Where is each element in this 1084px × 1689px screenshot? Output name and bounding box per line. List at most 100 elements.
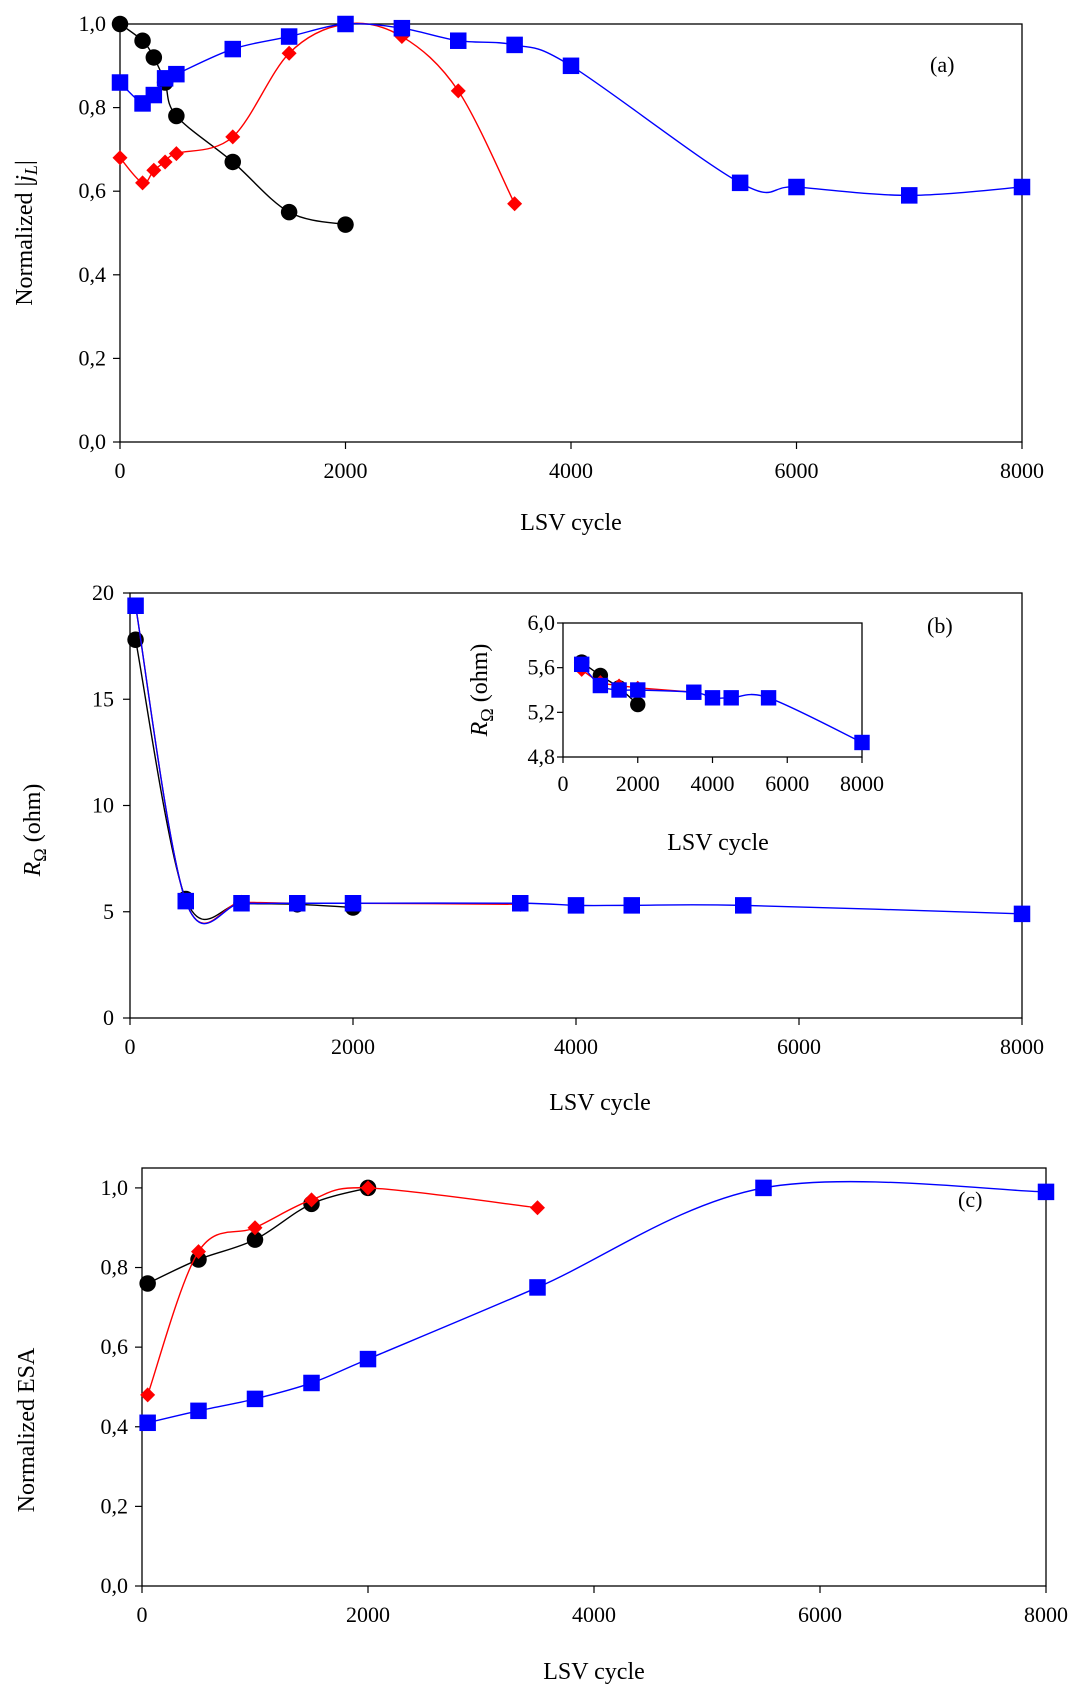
square-marker xyxy=(1013,178,1031,196)
x-axis-title: LSV cycle xyxy=(520,510,622,536)
x-tick-label: 2000 xyxy=(616,771,660,796)
inset-b: 0 2000 4000 6000 8000 4,8 5,2 5,6 6,0 LSV cycle RΩ… xyxy=(467,610,884,856)
circle-marker xyxy=(630,696,646,713)
y-axis-title-rest: (ohm) xyxy=(20,784,46,849)
circle-marker xyxy=(337,216,354,233)
square-marker xyxy=(573,656,590,673)
x-tick-label: 4000 xyxy=(572,1602,616,1627)
x-tick-label: 2000 xyxy=(331,1034,375,1059)
y-tick-label: 5,6 xyxy=(528,655,556,680)
diamond-marker xyxy=(304,1192,319,1208)
diamond-marker xyxy=(191,1244,206,1260)
y-tick-label: 0,8 xyxy=(101,1255,129,1280)
y-tick-label: 6,0 xyxy=(528,610,556,635)
diamond-marker xyxy=(281,45,297,61)
y-tick-label: 0,8 xyxy=(79,95,107,120)
panel-label: (a) xyxy=(930,52,954,77)
y-tick-label: 15 xyxy=(92,686,114,711)
square-marker xyxy=(337,15,354,33)
x-tick-label: 8000 xyxy=(1000,1034,1044,1059)
x-tick-label: 0 xyxy=(115,458,126,483)
square-marker xyxy=(731,174,749,192)
y-axis-title-part: | xyxy=(12,160,38,165)
x-tick-label: 4000 xyxy=(549,458,593,483)
square-marker xyxy=(512,895,529,912)
diamond-marker xyxy=(157,154,173,170)
square-marker xyxy=(567,897,585,914)
y-axis-title-subscript: Ω xyxy=(30,848,50,861)
panel-a: 0 2000 4000 6000 8000 0,0 0,2 0,4 0,6 0,8 1,0 (a) LS… xyxy=(12,11,1044,536)
square-marker xyxy=(611,682,627,698)
y-tick-label: 0,4 xyxy=(101,1414,129,1439)
square-marker xyxy=(139,1414,156,1432)
square-marker xyxy=(280,28,298,45)
square-marker xyxy=(735,897,752,914)
y-tick-label: 0,0 xyxy=(79,429,107,454)
y-axis-title-part: Normalized | xyxy=(12,182,38,306)
x-tick-label: 0 xyxy=(558,771,569,796)
panel-label: (c) xyxy=(958,1187,982,1212)
square-marker xyxy=(788,178,805,196)
square-marker xyxy=(393,19,411,37)
y-axis-title: Normalized ESA xyxy=(14,1347,40,1512)
y-tick-label: 5 xyxy=(103,899,114,924)
square-marker xyxy=(592,677,609,694)
square-marker xyxy=(450,32,467,49)
circle-marker xyxy=(145,49,163,66)
square-marker xyxy=(303,1374,320,1392)
y-axis-title-symbol: R xyxy=(467,721,493,737)
x-tick-label: 2000 xyxy=(324,458,368,483)
diamond-marker xyxy=(168,146,184,162)
diamond-marker xyxy=(140,1387,156,1403)
diamond-marker xyxy=(507,196,523,212)
x-tick-label: 2000 xyxy=(346,1602,390,1627)
square-marker xyxy=(177,892,194,910)
square-marker xyxy=(1013,905,1031,923)
series-line xyxy=(146,1187,538,1396)
y-tick-label: 1,0 xyxy=(79,11,107,36)
inset-x-axis-title: LSV cycle xyxy=(667,830,769,856)
diamond-marker xyxy=(112,150,128,166)
square-marker xyxy=(623,897,640,914)
y-tick-label: 4,8 xyxy=(528,744,556,769)
y-tick-label: 0,2 xyxy=(101,1493,129,1518)
square-marker xyxy=(704,690,721,706)
square-marker xyxy=(145,86,163,104)
diamond-marker xyxy=(135,175,151,191)
square-marker xyxy=(529,1279,546,1296)
x-tick-label: 6000 xyxy=(777,1034,821,1059)
square-marker xyxy=(562,57,580,75)
square-marker xyxy=(1037,1183,1055,1201)
circle-marker xyxy=(111,15,129,33)
y-tick-label: 20 xyxy=(92,580,114,605)
panel-label: (b) xyxy=(927,613,953,638)
circle-marker xyxy=(190,1251,207,1268)
y-axis-title-subscript: Ω xyxy=(477,708,497,721)
square-marker xyxy=(359,1350,377,1368)
diamond-marker xyxy=(146,162,162,178)
y-tick-label: 0,6 xyxy=(79,178,107,203)
circle-marker xyxy=(224,153,241,171)
square-marker xyxy=(289,895,306,912)
x-tick-label: 4000 xyxy=(691,771,735,796)
square-marker xyxy=(755,1179,772,1197)
square-marker xyxy=(344,895,362,912)
circle-marker xyxy=(134,32,151,49)
diamond-marker xyxy=(530,1200,545,1216)
square-marker xyxy=(233,895,250,912)
y-axis-title-symbol: j xyxy=(12,175,38,185)
y-tick-label: 0,6 xyxy=(101,1334,129,1359)
series-line xyxy=(581,661,639,706)
square-marker xyxy=(630,682,646,698)
square-marker xyxy=(246,1390,264,1408)
y-axis-title-subscript: L xyxy=(21,165,41,176)
square-marker xyxy=(190,1402,207,1420)
y-tick-label: 10 xyxy=(92,793,114,818)
x-tick-label: 6000 xyxy=(765,771,809,796)
y-axis-title: Normalized |jL| xyxy=(12,160,41,306)
y-axis-title: RΩ (ohm) xyxy=(20,784,50,878)
square-marker xyxy=(506,36,523,54)
square-marker xyxy=(854,734,870,751)
series-line xyxy=(147,1180,1047,1424)
